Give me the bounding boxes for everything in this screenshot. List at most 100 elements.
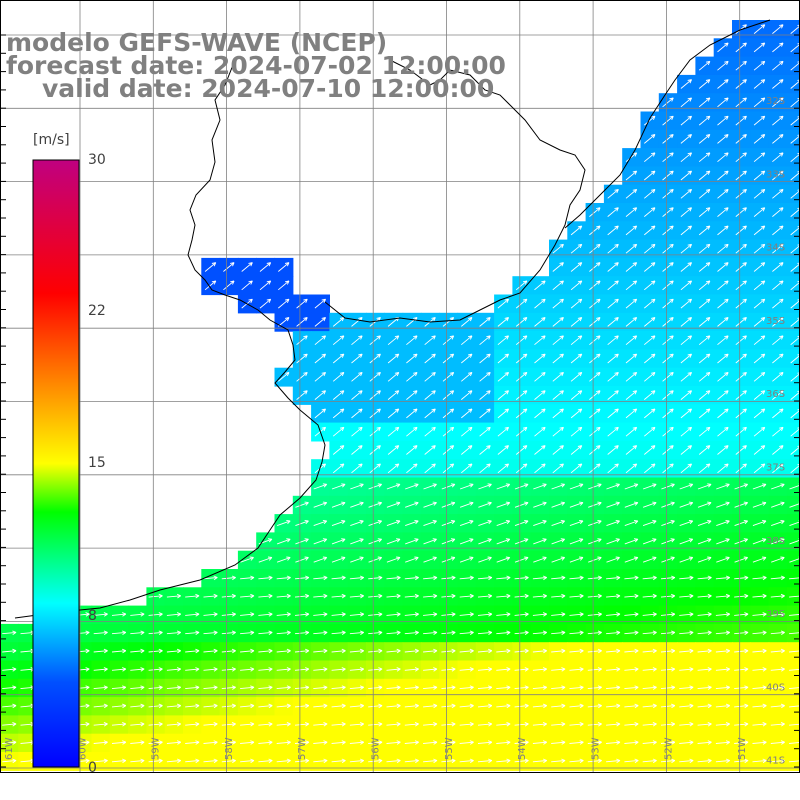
wind-arrow (660, 721, 676, 727)
wind-arrow (717, 317, 729, 327)
wind-arrow (770, 703, 785, 709)
wind-arrow (753, 426, 766, 437)
wind-arrow (734, 648, 749, 654)
speed-cell (786, 20, 800, 39)
wind-arrow (534, 426, 546, 437)
wind-arrow (276, 758, 291, 764)
wind-arrow (258, 648, 273, 654)
wind-arrow (2, 685, 17, 690)
wind-arrow (532, 612, 548, 617)
wind-arrow (734, 758, 749, 764)
wind-arrow (369, 426, 381, 437)
wind-arrow (534, 317, 546, 327)
wind-arrow (166, 685, 182, 690)
wind-arrow (276, 556, 291, 563)
wind-arrow (313, 648, 328, 654)
wind-arrow (589, 262, 601, 272)
wind-arrow (93, 685, 108, 690)
wind-arrow (295, 556, 309, 563)
wind-arrow (735, 371, 747, 382)
wind-arrow (680, 390, 693, 400)
wind-arrow (698, 188, 711, 199)
lon-label: 53W (590, 737, 601, 760)
wind-arrow (203, 630, 218, 635)
wind-arrow (221, 685, 236, 690)
wind-arrow (387, 426, 400, 437)
wind-arrow (624, 630, 639, 635)
wind-arrow (735, 243, 747, 254)
wind-arrow (496, 685, 511, 690)
wind-arrow (679, 740, 694, 745)
wind-arrow (752, 501, 767, 508)
wind-arrow (369, 463, 381, 474)
wind-arrow (404, 648, 419, 654)
wind-arrow (735, 97, 747, 108)
wind-arrow (203, 721, 218, 727)
wind-arrow (496, 612, 511, 617)
wind-arrow (459, 685, 474, 690)
wind-arrow (313, 721, 328, 727)
wind-arrow (752, 667, 767, 672)
speed-cell (786, 459, 800, 479)
wind-arrow (349, 593, 365, 599)
wind-arrow (313, 703, 328, 709)
wind-arrow (607, 243, 619, 254)
wind-arrow (680, 115, 693, 126)
wind-arrow (534, 445, 546, 455)
wind-arrow (589, 463, 601, 474)
lon-label: 52W (664, 737, 675, 760)
wind-arrow (734, 667, 749, 672)
wind-arrow (313, 556, 328, 563)
wind-arrow (185, 703, 200, 709)
wind-arrow (368, 721, 383, 727)
wind-arrow (386, 685, 401, 690)
wind-arrow (734, 630, 749, 635)
wind-arrow (717, 298, 729, 309)
wind-arrow (552, 280, 564, 291)
wind-arrow (313, 575, 328, 581)
wind-arrow (697, 612, 712, 617)
speed-cell (786, 422, 800, 442)
wind-arrow (624, 612, 639, 617)
wind-arrow (588, 483, 602, 490)
wind-arrow (313, 758, 328, 764)
wind-arrow (442, 371, 455, 382)
wind-arrow (386, 593, 401, 599)
wind-arrow (461, 426, 473, 437)
wind-arrow (331, 721, 346, 727)
wind-arrow (606, 556, 620, 563)
wind-arrow (387, 371, 400, 382)
wind-arrow (423, 556, 437, 563)
wind-arrow (698, 426, 711, 437)
wind-arrow (697, 721, 712, 727)
wind-arrow (753, 24, 766, 34)
wind-arrow (660, 703, 676, 709)
wind-arrow (662, 134, 674, 144)
wind-arrow (570, 262, 583, 272)
wind-arrow (514, 758, 529, 764)
wind-arrow (276, 740, 291, 745)
lat-label: 35S (766, 316, 785, 327)
wind-arrow (607, 408, 619, 419)
wind-arrow (496, 721, 511, 727)
wind-arrow (642, 758, 657, 764)
wind-arrow (2, 703, 17, 709)
wind-arrow (203, 685, 218, 690)
wind-arrow (717, 426, 729, 437)
wind-arrow (477, 758, 493, 764)
wind-arrow (294, 740, 310, 745)
wind-arrow (478, 519, 492, 527)
wind-arrow (679, 483, 694, 490)
wind-arrow (625, 298, 638, 309)
lat-label: 37S (766, 463, 785, 474)
wind-arrow (185, 612, 200, 617)
wind-arrow (441, 593, 456, 599)
wind-arrow (698, 115, 711, 126)
wind-arrow (441, 740, 456, 745)
wind-arrow (717, 280, 729, 291)
wind-arrow (515, 298, 528, 309)
wind-arrow (569, 575, 584, 581)
wind-arrow (625, 353, 638, 364)
wind-arrow (387, 408, 400, 419)
wind-arrow (662, 408, 674, 419)
